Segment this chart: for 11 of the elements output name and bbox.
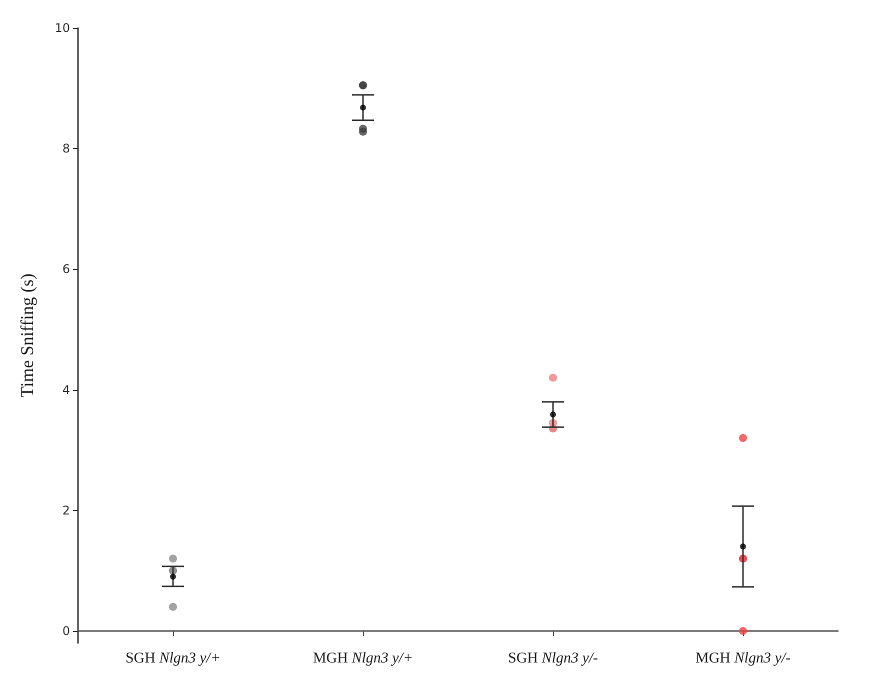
x-tick-label: MGH Nlgn3 y/- <box>695 650 790 666</box>
y-tick-label: 4 <box>62 382 70 397</box>
y-tick-label: 2 <box>62 503 70 518</box>
y-tick-label: 6 <box>62 262 70 276</box>
y-tick-label: 0 <box>62 624 70 638</box>
y-axis-title: Time Sniffing (s) <box>17 273 37 398</box>
y-tick-label: 10 <box>54 21 70 35</box>
y-tick-label: 8 <box>62 142 70 156</box>
x-tick-label: MGH Nlgn3 y/+ <box>312 650 414 666</box>
x-tick-label: SGH Nlgn3 y/- <box>508 650 598 666</box>
x-tick-label: SGH Nlgn3 y/+ <box>125 650 221 666</box>
